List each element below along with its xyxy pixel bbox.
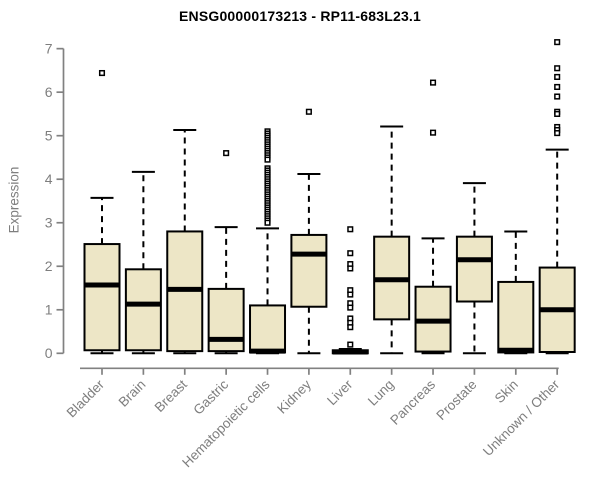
box-group-lung (373, 125, 411, 355)
box (124, 268, 162, 352)
x-tick-label: Bladder (64, 376, 108, 420)
y-tick-label: 2 (45, 258, 53, 274)
box-group-prostate (455, 182, 493, 355)
x-tick-label: Kidney (274, 377, 314, 417)
outlier-point (347, 291, 354, 298)
x-tick-label: Breast (152, 377, 190, 415)
box (249, 304, 287, 354)
outlier-point (347, 341, 354, 348)
box-group-brain (124, 170, 162, 355)
y-tick-label: 4 (45, 171, 53, 187)
box-group-breast (166, 129, 204, 355)
outlier-point (554, 73, 561, 80)
y-axis: 0 1 2 3 4 5 6 7 (45, 40, 65, 361)
x-tick-label: Liver (324, 376, 356, 408)
outlier-point (347, 226, 354, 233)
y-tick-label: 3 (45, 215, 53, 231)
box-group-gastric (207, 150, 245, 355)
x-tick-label: Unknown / Other (480, 376, 563, 459)
box (290, 233, 328, 308)
x-tick-label: Brain (116, 377, 149, 410)
box-group-liver (331, 226, 369, 355)
outlier-point (264, 156, 271, 163)
x-tick-label: Prostate (433, 377, 479, 423)
y-tick-label: 7 (45, 40, 53, 56)
y-tick-label: 5 (45, 128, 53, 144)
y-tick-label: 0 (45, 345, 53, 361)
outlier-point (347, 265, 354, 272)
outlier-point (223, 150, 230, 157)
outlier-point (264, 219, 271, 226)
outlier-point (554, 83, 561, 91)
box (455, 235, 493, 303)
box (497, 280, 535, 354)
outlier-point (554, 93, 561, 100)
outlier-point (429, 129, 437, 136)
box-group-bladder (83, 69, 121, 355)
box-group-pancreas (414, 79, 452, 355)
x-tick-label: Skin (492, 377, 521, 406)
x-tick-label: Gastric (190, 377, 231, 418)
outlier-point (305, 108, 312, 115)
box-group-hematopoietic-cells (249, 128, 287, 355)
box (83, 243, 121, 352)
x-tick-label: Pancreas (387, 377, 438, 428)
outlier-point (98, 69, 106, 77)
x-tick-label: Lung (365, 377, 397, 409)
outlier-point (429, 79, 437, 86)
box-group-unknown-other (538, 39, 576, 355)
outlier-point (554, 65, 561, 72)
outlier-point (554, 130, 561, 137)
y-tick-label: 6 (45, 84, 53, 100)
outlier-point (554, 39, 561, 46)
outlier-point (347, 324, 354, 331)
box-group-skin (497, 230, 535, 355)
y-tick-label: 1 (45, 302, 53, 318)
outlier-point (347, 250, 354, 257)
outlier-point (347, 304, 354, 311)
chart-title: ENSG00000173213 - RP11-683L23.1 (178, 8, 422, 24)
outlier-point (554, 110, 561, 117)
box-group-kidney (290, 108, 328, 355)
